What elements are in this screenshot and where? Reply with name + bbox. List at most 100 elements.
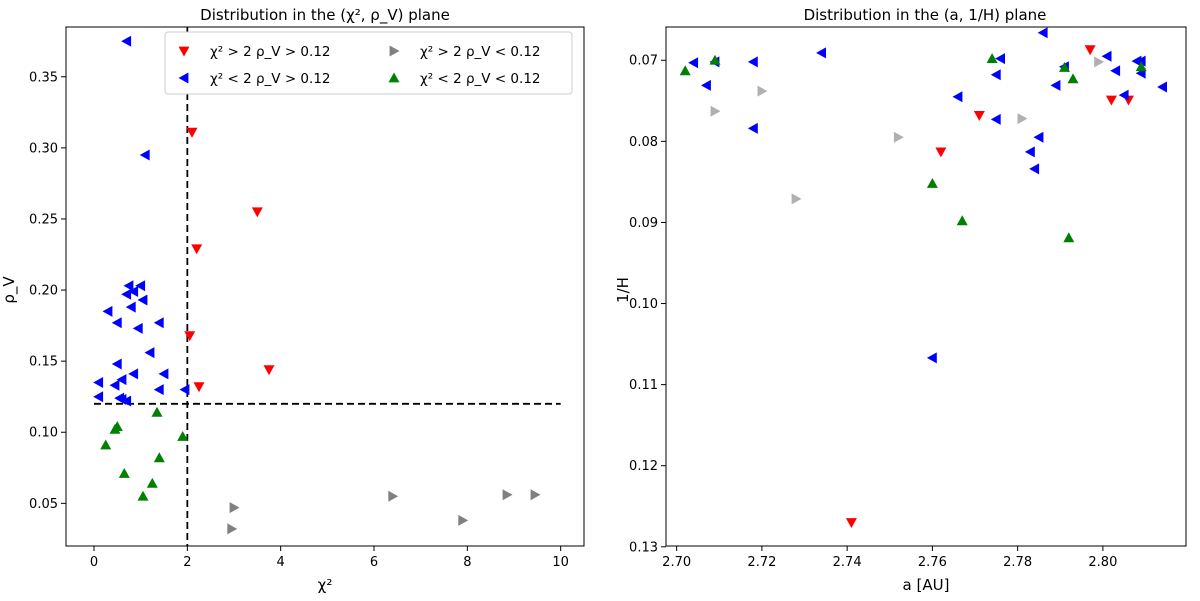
data-point	[990, 113, 1001, 125]
x-tick-label: 2.78	[1003, 555, 1032, 570]
y-tick-label: 0.15	[29, 355, 58, 370]
chart-right-x-axis-label: a [AU]	[903, 576, 950, 594]
data-point	[177, 431, 189, 441]
chart-left-y-ticks: 0.05 0.10 0.15 0.20 0.25 0.30 0.35	[29, 70, 66, 512]
data-point	[184, 331, 196, 342]
data-point	[128, 286, 139, 297]
data-point	[502, 489, 513, 501]
data-point	[956, 215, 968, 226]
chart-right-frame	[665, 26, 1187, 547]
data-point	[137, 490, 149, 501]
chart-left-x-ticks: 0 2 4 6 8 10	[90, 546, 569, 570]
data-point	[179, 384, 190, 396]
data-point	[710, 105, 721, 117]
y-tick-label: 0.07	[629, 54, 658, 69]
data-point	[1105, 95, 1117, 106]
chart-right-title: Distribution in the (a, 1/H) plane	[804, 6, 1047, 24]
data-point	[121, 395, 132, 407]
legend-item: χ² < 2 ρ_V > 0.12	[178, 71, 331, 87]
data-point	[1037, 27, 1048, 39]
data-point	[679, 65, 691, 76]
data-point	[1101, 50, 1112, 62]
y-tick-label: 0.12	[629, 459, 658, 474]
x-tick-label: 6	[370, 555, 378, 570]
y-tick-label: 0.10	[629, 297, 658, 312]
legend: χ² > 2 ρ_V > 0.12 χ² < 2 ρ_V > 0.12 χ² > 2…	[164, 31, 573, 95]
legend-marker	[389, 45, 400, 57]
data-point	[193, 382, 205, 393]
data-point	[109, 423, 121, 434]
chart-left-frame	[65, 26, 585, 547]
legend-label: χ² < 2 ρ_V > 0.12	[210, 71, 331, 87]
data-point	[935, 147, 947, 158]
data-point	[688, 57, 699, 69]
y-tick-label: 0.11	[629, 378, 658, 393]
data-point	[747, 122, 758, 134]
data-point	[121, 35, 132, 47]
legend-label: χ² > 2 ρ_V > 0.12	[210, 44, 331, 60]
data-point	[1063, 232, 1075, 243]
x-tick-label: 8	[463, 555, 471, 570]
data-point	[747, 56, 758, 68]
chart-left-x-axis-label: χ²	[318, 576, 333, 594]
data-point	[118, 468, 130, 478]
data-point	[701, 79, 711, 91]
data-point	[709, 54, 721, 65]
legend-marker	[178, 72, 189, 84]
x-tick-label: 2	[183, 555, 191, 570]
chart-right-points	[679, 27, 1167, 528]
x-tick-label: 0	[90, 555, 98, 570]
chart-left-threshold-lines	[94, 27, 561, 546]
legend-marker	[178, 46, 190, 57]
data-point	[1110, 65, 1121, 77]
data-point	[1033, 131, 1044, 143]
chart-right-x-ticks: 2.70 2.72 2.74 2.76 2.78 2.80	[662, 546, 1117, 570]
data-point	[123, 280, 134, 292]
data-point	[135, 280, 146, 292]
legend-marker	[388, 72, 400, 83]
data-point	[458, 514, 469, 526]
x-tick-label: 4	[277, 555, 285, 570]
data-point	[1094, 56, 1105, 68]
data-point	[93, 391, 104, 403]
x-tick-label: 2.76	[918, 555, 947, 570]
data-point	[845, 518, 857, 528]
data-point	[100, 439, 112, 450]
y-tick-label: 0.30	[29, 141, 58, 156]
data-point	[186, 127, 198, 138]
y-tick-label: 0.20	[29, 284, 58, 299]
data-point	[158, 368, 169, 380]
data-point	[1017, 113, 1028, 125]
data-point	[1135, 61, 1147, 72]
data-point	[227, 523, 238, 535]
chart-right-y-ticks: 0.07 0.08 0.09 0.10 0.11 0.12 0.13	[629, 54, 666, 555]
y-tick-label: 0.09	[629, 216, 658, 231]
y-tick-label: 0.35	[29, 70, 58, 85]
x-tick-label: 2.74	[833, 555, 862, 570]
data-point	[153, 452, 165, 463]
data-point	[986, 53, 998, 63]
data-point	[111, 358, 122, 370]
x-tick-label: 10	[552, 555, 569, 570]
chart-left-title: Distribution in the (χ², ρ_V) plane	[200, 6, 450, 25]
data-point	[388, 490, 399, 502]
data-point	[153, 317, 164, 329]
data-point	[121, 288, 132, 300]
legend-item: χ² < 2 ρ_V < 0.12	[388, 71, 541, 87]
data-point	[102, 305, 113, 317]
x-tick-label: 2.70	[662, 555, 691, 570]
data-point	[1024, 146, 1035, 158]
data-point	[191, 244, 203, 255]
data-point	[128, 368, 139, 380]
chart-left-y-axis-label: ρ_V	[0, 276, 19, 304]
data-point	[153, 384, 164, 396]
legend-item: χ² > 2 ρ_V > 0.12	[178, 44, 331, 60]
data-point	[995, 53, 1005, 65]
data-point	[1135, 55, 1146, 67]
legend-item: χ² > 2 ρ_V < 0.12	[389, 44, 541, 60]
data-point	[926, 352, 937, 364]
data-point	[816, 47, 826, 59]
data-point	[1029, 163, 1040, 175]
data-point	[125, 301, 136, 313]
